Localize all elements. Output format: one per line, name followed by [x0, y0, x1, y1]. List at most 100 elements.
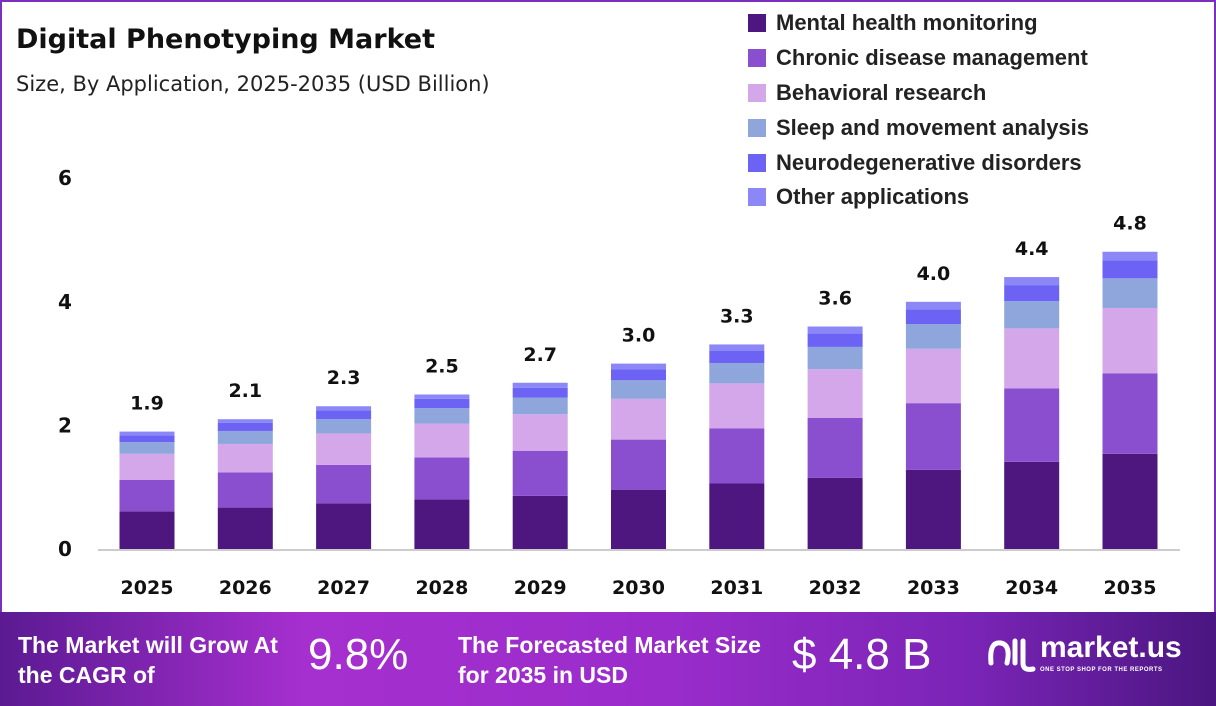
bar-segment	[807, 477, 863, 549]
chart-title: Digital Phenotyping Market	[16, 24, 436, 55]
x-tick-label: 2029	[514, 577, 567, 599]
cagr-text: The Market will Grow At the CAGR of	[18, 632, 278, 688]
bar-segment	[709, 350, 765, 363]
legend-swatch	[748, 188, 766, 207]
x-tick-label: 2033	[907, 577, 960, 599]
chart-area: 0 2 4 6 1.9 2025 2.1 2026 2.3 2027 2.5 2028 2.7 2029 3…	[58, 166, 1180, 599]
bar-segment	[807, 326, 863, 334]
y-tick-label: 4	[58, 290, 72, 314]
bar-segment	[709, 428, 765, 484]
bar-total-label: 4.0	[917, 263, 951, 285]
bar-segment	[414, 394, 470, 399]
bar-segment	[512, 450, 568, 496]
bar-segment	[217, 472, 273, 508]
bar-total-label: 3.6	[818, 288, 852, 310]
bar-segment	[1004, 388, 1060, 462]
bar-segment	[905, 324, 961, 349]
bar-segment	[119, 511, 175, 549]
logo-icon	[988, 638, 1036, 672]
bar-segment	[807, 369, 863, 418]
bar-segment	[512, 414, 568, 451]
bar-segment	[905, 403, 961, 470]
bar-segment	[1102, 373, 1158, 454]
bar-segment	[1004, 461, 1060, 549]
legend-item: Sleep and movement analysis	[748, 110, 1089, 145]
bar-segment	[217, 430, 273, 444]
bar-segment	[414, 457, 470, 500]
bar-total-label: 4.8	[1113, 213, 1147, 235]
bar-total-label: 2.1	[228, 380, 262, 402]
legend: Mental health monitoring Chronic disease …	[748, 6, 1089, 215]
bar-segment	[709, 344, 765, 351]
bar-segment	[512, 495, 568, 549]
legend-label: Sleep and movement analysis	[776, 114, 1090, 140]
bar-segment	[905, 301, 961, 310]
legend-item: Mental health monitoring	[748, 6, 1089, 41]
bar-segment	[316, 410, 372, 420]
bar-segment	[611, 398, 666, 440]
legend-swatch	[748, 118, 766, 137]
bar-segment	[1102, 453, 1158, 549]
x-tick-label: 2026	[219, 577, 272, 599]
bar-total-label: 2.3	[327, 367, 361, 389]
bar-segment	[1102, 251, 1158, 261]
legend-item: Chronic disease management	[748, 41, 1089, 76]
bar-segment	[414, 398, 470, 409]
bar-segment	[905, 309, 961, 325]
legend-label: Other applications	[776, 184, 970, 210]
bar-segment	[316, 433, 372, 465]
forecast-text: The Forecasted Market Size for 2035 in U…	[458, 632, 761, 688]
x-tick-label: 2028	[415, 577, 468, 599]
x-tick-label: 2035	[1104, 577, 1157, 599]
bar-segment	[807, 333, 863, 347]
bar-segment	[316, 503, 372, 549]
bar-total-label: 3.3	[720, 305, 754, 327]
bar-segment	[709, 383, 765, 429]
bar-segment	[119, 431, 175, 436]
bar-segment	[1102, 278, 1158, 308]
bar-segment	[905, 469, 961, 549]
bar-segment	[611, 369, 666, 381]
bar-segment	[119, 453, 175, 480]
bar-segment	[1004, 285, 1060, 302]
x-tick-label: 2025	[121, 577, 174, 599]
bar-segment	[414, 499, 470, 549]
bar-segment	[905, 348, 961, 404]
forecast-value: $ 4.8 B	[792, 630, 932, 679]
bar-segment	[611, 489, 666, 549]
legend-swatch	[748, 83, 766, 102]
legend-item: Other applications	[748, 180, 1089, 215]
cagr-value: 9.8%	[308, 630, 409, 679]
bar-segment	[1004, 328, 1060, 389]
legend-swatch	[748, 14, 766, 33]
logo-tagline: ONE STOP SHOP FOR THE REPORTS	[1040, 667, 1163, 673]
bar-segment	[1102, 307, 1158, 374]
bar-segment	[1004, 277, 1060, 286]
bar-total-label: 3.0	[622, 325, 656, 347]
bar-segment	[316, 406, 372, 411]
bar-segment	[414, 423, 470, 458]
logo-words: market.us ONE STOP SHOP FOR THE REPORTS	[1040, 632, 1182, 674]
bar-segment	[316, 419, 372, 434]
legend-swatch	[748, 49, 766, 68]
summary-banner: The Market will Grow At the CAGR of 9.8%…	[0, 612, 1216, 706]
x-tick-label: 2030	[612, 577, 665, 599]
x-tick-label: 2027	[317, 577, 370, 599]
bar-segment	[611, 363, 666, 370]
bar-segment	[217, 419, 273, 423]
bar-segment	[414, 408, 470, 424]
bar-segment	[512, 397, 568, 415]
bar-segment	[119, 442, 175, 454]
bar-segment	[709, 362, 765, 384]
bar-segment	[217, 443, 273, 473]
bar-total-label: 1.9	[130, 393, 164, 415]
bar-total-label: 2.5	[425, 356, 459, 378]
legend-label: Mental health monitoring	[776, 10, 1038, 36]
x-tick-label: 2032	[809, 577, 862, 599]
x-tick-label: 2031	[710, 577, 763, 599]
bar-segment	[316, 464, 372, 504]
bar-segment	[611, 380, 666, 399]
bar-segment	[217, 507, 273, 549]
bar-segment	[119, 435, 175, 443]
chart-subtitle: Size, By Application, 2025-2035 (USD Bil…	[16, 72, 490, 96]
